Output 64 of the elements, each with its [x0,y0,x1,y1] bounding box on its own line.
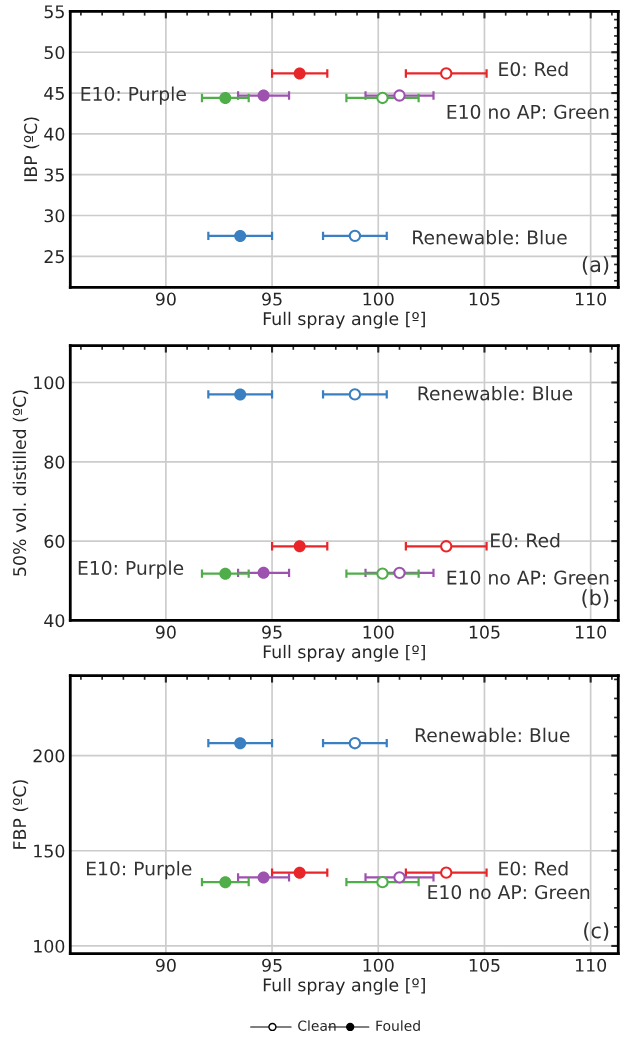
x-tick-label: 110 [575,625,607,639]
x-tick-label: 95 [262,958,282,972]
y-tick-label: 35 [44,168,64,182]
annotation: E0: Red [499,861,568,876]
x-axis-title: Full spray angle [º] [263,311,425,329]
x-tick-label: 105 [469,958,500,972]
y-tick-label: 25 [44,250,64,264]
x-tick-label: 105 [469,625,500,639]
point [219,91,232,104]
point [293,540,306,553]
y-axis-title: IBP (ºC) [23,117,40,182]
annotation: (a) [582,256,609,275]
y-axis-title: FBP (ºC) [12,780,29,849]
y-tick-label: 100 [34,376,65,390]
x-tick-label: 90 [155,292,176,306]
annotation: (c) [584,922,609,941]
x-tick-label: 90 [155,958,176,972]
text: Clean [298,1020,336,1031]
x-tick-label: 105 [469,292,500,306]
point [257,566,270,579]
y-tick-label: 55 [44,5,64,19]
x-tick-label: 95 [262,292,282,306]
point [293,866,306,879]
x-tick-label: 100 [363,292,394,306]
x-tick-label: 100 [363,958,394,972]
point [234,737,247,750]
point [257,89,270,102]
point [234,229,247,242]
annotation: Renewable: Blue [415,727,570,743]
point [234,388,247,401]
x-tick-label: 90 [155,625,176,639]
annotation: (b) [582,589,609,608]
annotation: E0: Red [491,533,560,548]
y-tick-label: 80 [44,455,65,469]
point [219,876,232,889]
y-tick-label: 40 [44,614,65,628]
annotation: Renewable: Blue [413,229,567,245]
y-tick-label: 200 [33,749,65,763]
annotation: E10: Purple [87,861,192,880]
annotation: E10 no AP: Green [447,570,609,585]
x-tick-label: 95 [262,625,282,639]
x-axis-title: Full spray angle [º] [263,644,425,662]
y-tick-label: 45 [44,87,64,100]
y-tick-label: 40 [44,127,65,141]
y-tick-label: 60 [44,534,65,548]
y-tick-label: 100 [34,939,65,953]
y-tick-label: 50 [44,45,65,60]
annotation: E10 no AP: Green [447,104,609,119]
point [293,67,306,80]
annotation: E10 no AP: Green [428,885,590,900]
annotation: E0: Red [499,61,568,77]
y-tick-label: 150 [34,844,65,858]
point [219,567,232,580]
y-axis-title: 50% vol. distilled (ºC) [12,390,29,576]
x-tick-label: 100 [363,625,394,639]
annotation: Renewable: Blue [418,386,573,401]
text: Fouled [376,1020,420,1031]
x-tick-label: 110 [575,292,607,306]
annotation: E10: Purple [81,86,186,105]
point [257,871,270,884]
x-axis-title: Full spray angle [º] [263,978,425,995]
annotation: E10: Purple [78,560,184,579]
y-tick-label: 30 [44,209,65,223]
x-tick-label: 110 [575,958,607,972]
